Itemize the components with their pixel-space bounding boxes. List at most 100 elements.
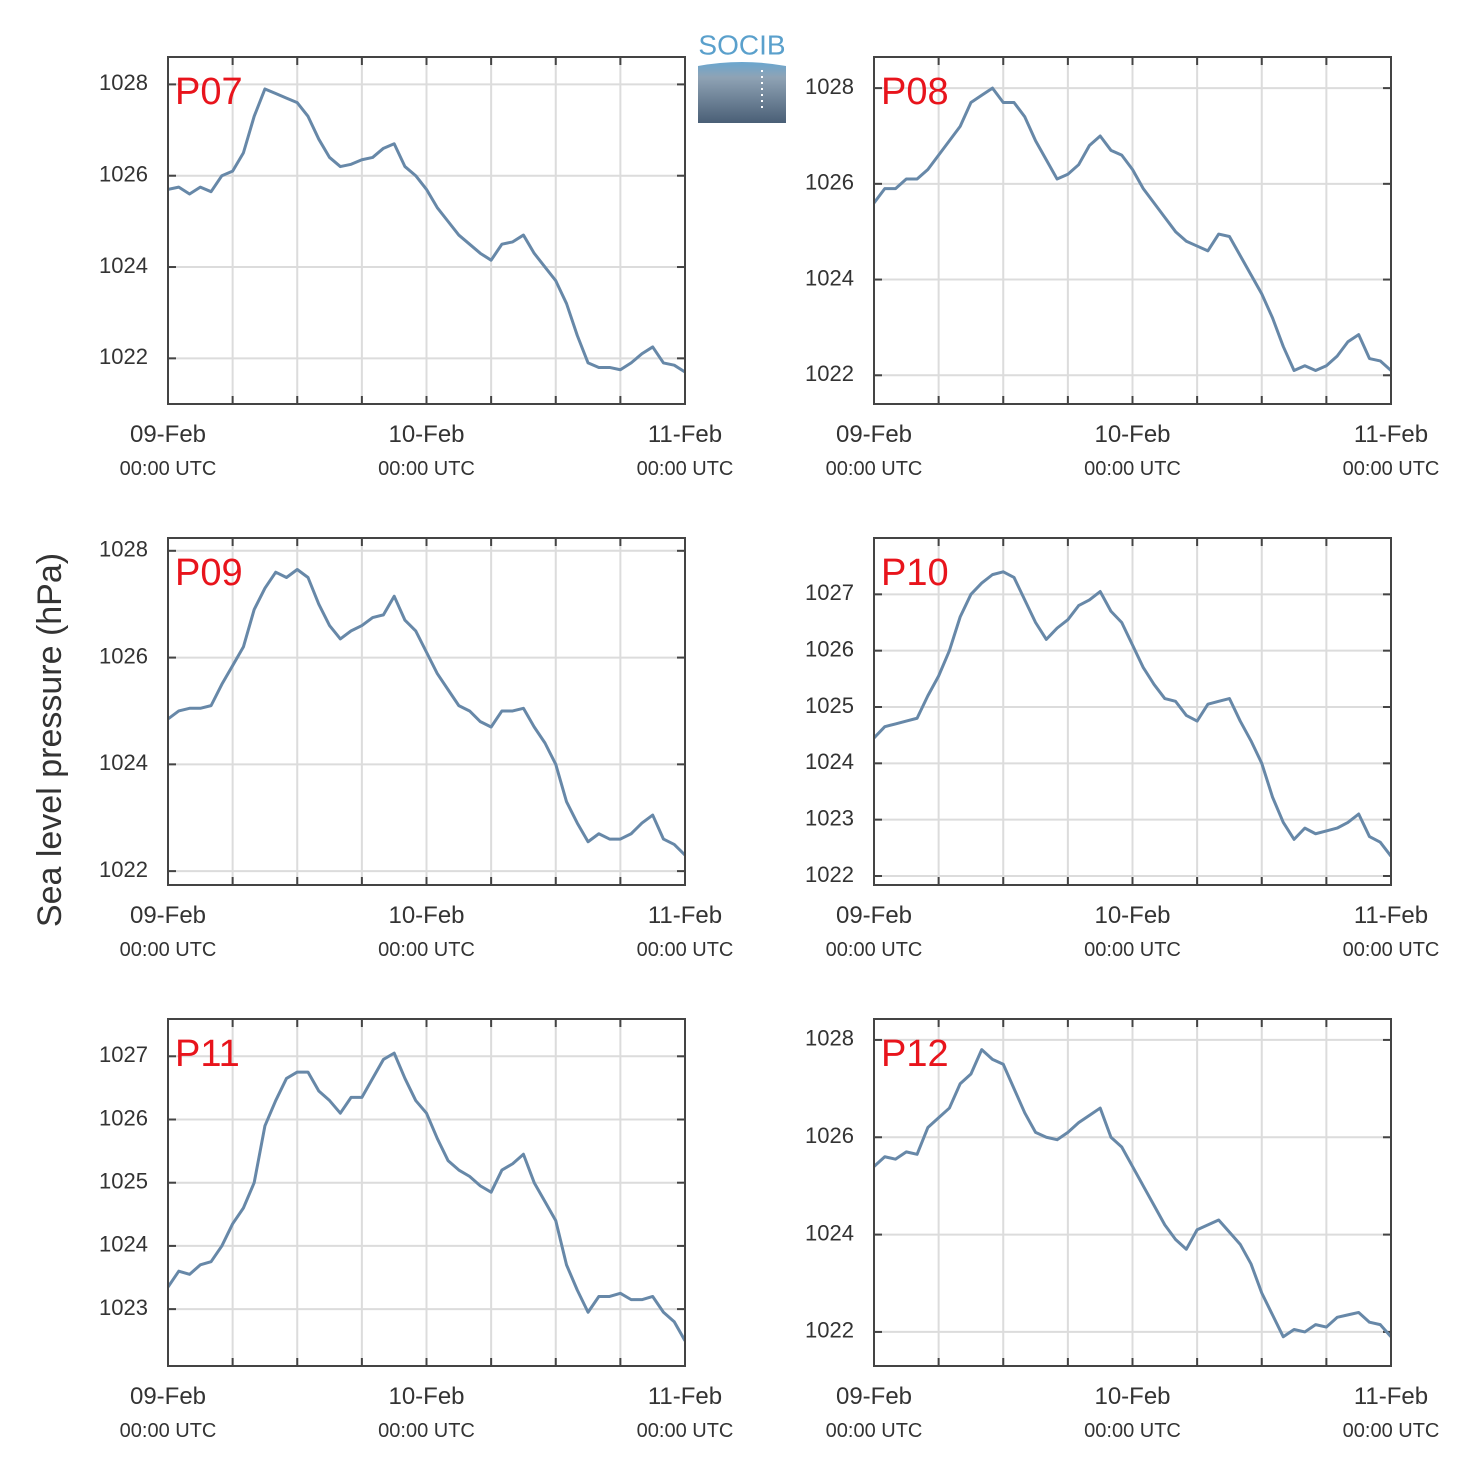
y-tick-label: 1024 <box>805 1220 854 1245</box>
x-tick-label-line: 00:00 UTC <box>1084 1420 1181 1442</box>
x-tick-label-line: 00:00 UTC <box>1343 458 1440 480</box>
x-tick-label: 11-Feb 00:00 UTC <box>1343 421 1440 480</box>
x-tick-label: 11-Feb 00:00 UTC <box>637 902 734 961</box>
x-tick-label-line: 11-Feb <box>1354 421 1428 448</box>
plot-area <box>874 570 1391 858</box>
panel: 09-Feb 00:00 UTC 10-Feb 00:00 UTC 11-Feb 00:0… <box>805 537 1439 961</box>
panel-title: P11 <box>175 1033 240 1075</box>
panel-title: P10 <box>881 552 949 594</box>
plot-area <box>874 1048 1391 1339</box>
x-tick-label-line: 10-Feb <box>388 1383 464 1410</box>
axes-frame <box>167 56 686 405</box>
x-tick-label: 10-Feb 00:00 UTC <box>1084 902 1181 961</box>
data-line <box>168 1051 685 1342</box>
y-tick-label: 1026 <box>805 1123 854 1148</box>
x-tick-label-line: 00:00 UTC <box>826 1420 923 1442</box>
x-tick-label: 10-Feb 00:00 UTC <box>378 421 475 480</box>
x-tick-label: 09-Feb 00:00 UTC <box>826 421 923 480</box>
y-tick-label: 1022 <box>99 857 148 882</box>
x-tick-label: 09-Feb 00:00 UTC <box>826 902 923 961</box>
x-tick-label-line: 00:00 UTC <box>378 458 475 480</box>
plot-area <box>168 87 685 374</box>
y-tick-label: 1028 <box>805 74 854 99</box>
panel: 09-Feb 00:00 UTC 10-Feb 00:00 UTC 11-Feb 00:0… <box>805 56 1440 480</box>
plot-area <box>168 1051 685 1342</box>
x-tick-label-line: 09-Feb <box>836 421 912 448</box>
x-tick-label-line: 11-Feb <box>1354 1383 1428 1410</box>
y-tick-label: 1023 <box>99 1295 148 1320</box>
y-tick-label: 1022 <box>805 361 854 386</box>
x-tick-label-line: 00:00 UTC <box>120 939 217 961</box>
data-line <box>874 570 1391 858</box>
panel: 09-Feb 00:00 UTC 10-Feb 00:00 UTC 11-Feb 00:0… <box>99 537 733 962</box>
x-tick-label: 09-Feb 00:00 UTC <box>120 421 217 480</box>
x-tick-label-line: 11-Feb <box>1354 902 1428 929</box>
x-tick-label: 09-Feb 00:00 UTC <box>826 1383 923 1442</box>
panel-title: P08 <box>881 71 949 113</box>
x-tick-label: 10-Feb 00:00 UTC <box>1084 1383 1181 1442</box>
x-tick-label-line: 00:00 UTC <box>1084 458 1181 480</box>
panel: 09-Feb 00:00 UTC 10-Feb 00:00 UTC 11-Feb 00:0… <box>805 1018 1440 1442</box>
y-tick-label: 1024 <box>99 750 148 775</box>
logo: SOCIB <box>698 29 786 123</box>
plot-area <box>168 568 685 857</box>
y-tick-label: 1022 <box>805 1318 854 1343</box>
x-tick-label-line: 00:00 UTC <box>378 939 475 961</box>
x-tick-label-line: 00:00 UTC <box>120 1420 217 1442</box>
y-tick-label: 1026 <box>99 1105 148 1130</box>
x-tick-label-line: 00:00 UTC <box>637 1420 734 1442</box>
x-tick-label-line: 09-Feb <box>836 1383 912 1410</box>
y-tick-label: 1026 <box>99 162 148 187</box>
x-tick-label: 10-Feb 00:00 UTC <box>1084 421 1181 480</box>
y-tick-label: 1024 <box>805 265 854 290</box>
x-tick-label: 11-Feb 00:00 UTC <box>1343 1383 1440 1442</box>
x-tick-label-line: 00:00 UTC <box>826 458 923 480</box>
y-tick-label: 1022 <box>99 344 148 369</box>
x-tick-label-line: 10-Feb <box>1094 902 1170 929</box>
x-tick-label-line: 10-Feb <box>1094 1383 1170 1410</box>
x-tick-label-line: 10-Feb <box>388 902 464 929</box>
x-tick-label-line: 10-Feb <box>1094 421 1170 448</box>
y-tick-label: 1025 <box>805 693 854 718</box>
axes-frame <box>167 1018 686 1367</box>
axes-frame <box>873 1018 1392 1367</box>
panel-title: P12 <box>881 1033 949 1075</box>
y-tick-label: 1027 <box>805 580 854 605</box>
panel: 09-Feb 00:00 UTC 10-Feb 00:00 UTC 11-Feb 00:0… <box>99 56 734 480</box>
plot-area <box>874 86 1391 372</box>
y-tick-label: 1024 <box>99 1232 148 1257</box>
x-tick-label-line: 10-Feb <box>388 421 464 448</box>
data-line <box>168 87 685 374</box>
x-tick-label-line: 09-Feb <box>130 421 206 448</box>
x-tick-label-line: 00:00 UTC <box>637 458 734 480</box>
x-tick-label-line: 00:00 UTC <box>1343 1420 1440 1442</box>
data-line <box>874 1048 1391 1339</box>
y-axis-label: Sea level pressure (hPa) <box>31 553 69 927</box>
axes-frame <box>873 56 1392 405</box>
axes-frame <box>167 537 686 886</box>
y-tick-label: 1026 <box>805 636 854 661</box>
x-tick-label: 10-Feb 00:00 UTC <box>378 1383 475 1442</box>
x-tick-label-line: 09-Feb <box>130 1383 206 1410</box>
logo-text: SOCIB <box>698 29 785 60</box>
x-tick-label-line: 00:00 UTC <box>1084 939 1181 961</box>
data-line <box>874 86 1391 372</box>
x-tick-label-line: 11-Feb <box>648 421 722 448</box>
x-tick-label-line: 00:00 UTC <box>378 1420 475 1442</box>
x-tick-label-line: 09-Feb <box>836 902 912 929</box>
y-tick-label: 1024 <box>99 253 148 278</box>
y-tick-label: 1025 <box>99 1169 148 1194</box>
y-tick-label: 1023 <box>805 805 854 830</box>
y-tick-label: 1027 <box>99 1042 148 1067</box>
panel-title: P07 <box>175 71 243 113</box>
y-tick-label: 1026 <box>805 170 854 195</box>
x-tick-label: 09-Feb 00:00 UTC <box>120 1383 217 1442</box>
x-tick-label: 11-Feb 00:00 UTC <box>637 1383 734 1442</box>
panel-title: P09 <box>175 552 243 594</box>
y-tick-label: 1028 <box>99 70 148 95</box>
x-tick-label-line: 00:00 UTC <box>826 939 923 961</box>
y-tick-label: 1022 <box>805 862 854 887</box>
y-tick-label: 1028 <box>99 537 148 562</box>
